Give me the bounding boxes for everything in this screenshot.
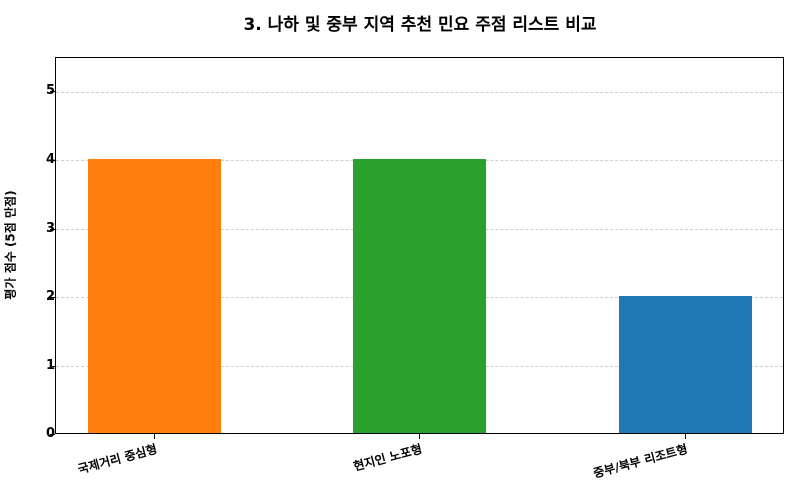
y-tick-5: 5 [45,83,55,98]
y-tick-4: 4 [45,152,55,167]
x-tickmark [154,434,155,439]
x-label-local-old-shop: 현지인 노포형 [351,441,424,474]
bar-international-street [88,159,221,433]
x-label-international-street: 국제거리 중심형 [75,441,159,477]
y-tickmark [50,160,55,161]
y-tick-1: 1 [45,358,55,373]
y-tick-0: 0 [45,426,55,441]
y-tickmark [50,434,55,435]
chart-title: 3. 나하 및 중부 지역 추천 민요 주점 리스트 비교 [243,15,597,35]
plot-area [55,57,784,434]
y-axis-label: 평가 점수 (5점 만점) [3,190,18,300]
x-tickmark [685,434,686,439]
y-tickmark [50,91,55,92]
gridline [56,92,783,93]
bar-central-north-resort [619,296,752,433]
bar-local-old-shop [353,159,486,433]
y-tickmark [50,229,55,230]
y-tick-2: 2 [45,289,55,304]
y-tick-3: 3 [45,221,55,236]
x-label-central-north-resort: 중부/북부 리조트형 [591,441,690,481]
x-tickmark [419,434,420,439]
y-tickmark [50,297,55,298]
y-tickmark [50,366,55,367]
